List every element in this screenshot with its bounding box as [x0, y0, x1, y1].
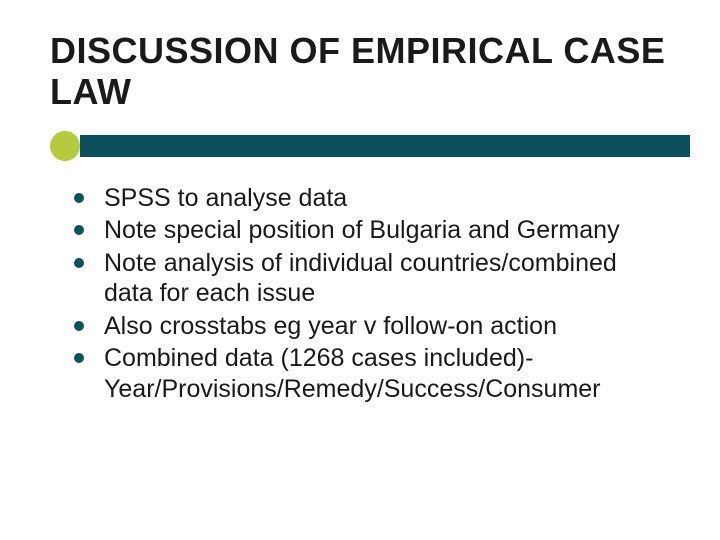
title-underline: [50, 131, 680, 159]
list-item: Combined data (1268 cases included)- Yea…: [70, 343, 670, 404]
list-item: Also crosstabs eg year v follow-on actio…: [70, 311, 670, 342]
slide: DISCUSSION OF EMPIRICAL CASE LAW SPSS to…: [0, 0, 720, 540]
accent-circle-icon: [50, 131, 80, 161]
list-item: SPSS to analyse data: [70, 183, 670, 214]
list-item: Note analysis of individual countries/co…: [70, 248, 670, 309]
slide-content: SPSS to analyse data Note special positi…: [50, 183, 680, 405]
list-item: Note special position of Bulgaria and Ge…: [70, 215, 670, 246]
bullet-list: SPSS to analyse data Note special positi…: [70, 183, 670, 405]
slide-title: DISCUSSION OF EMPIRICAL CASE LAW: [50, 30, 680, 113]
underline-bar: [80, 135, 690, 157]
